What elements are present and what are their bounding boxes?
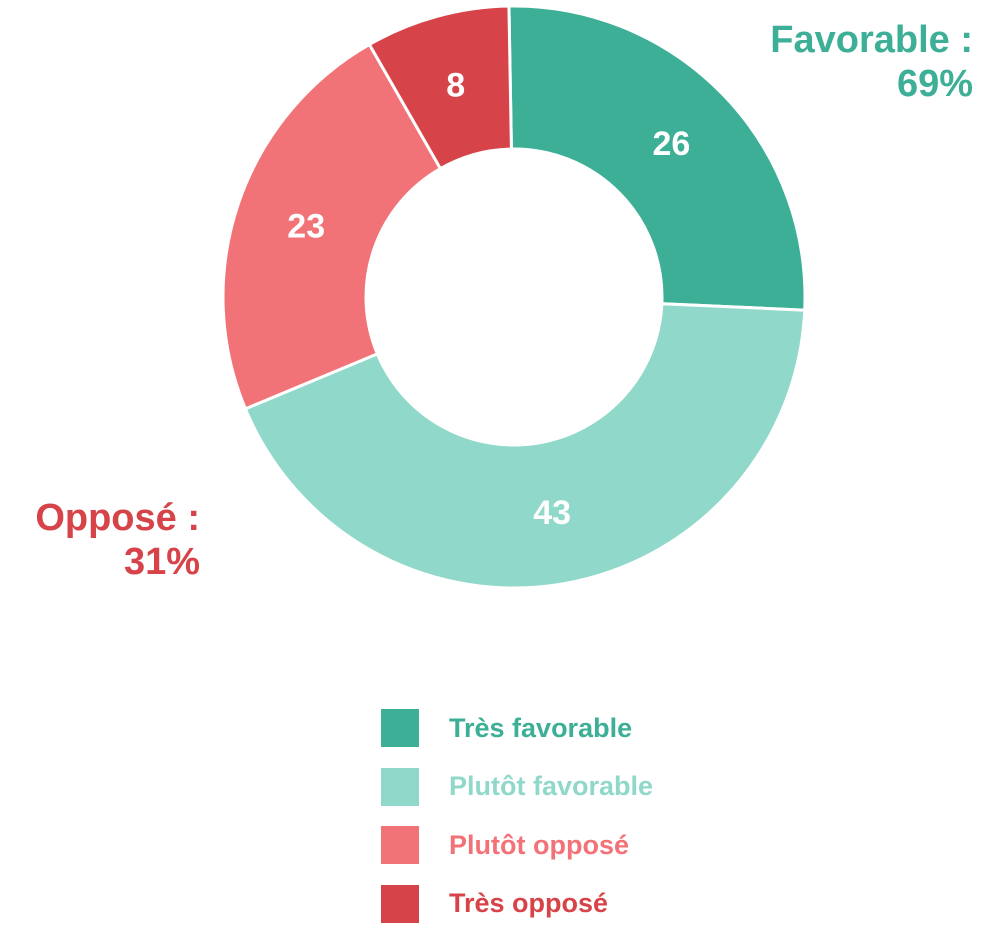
donut-slices (223, 6, 805, 588)
legend-swatch (381, 826, 419, 864)
legend-item-tres-oppose: Très opposé (381, 875, 653, 933)
slice-value-label: 43 (533, 494, 571, 532)
group-oppose-value: 31% (0, 540, 200, 584)
legend-swatch (381, 709, 419, 747)
group-favorable-title: Favorable : (770, 18, 973, 62)
legend-label: Plutôt opposé (449, 830, 629, 861)
group-oppose-title: Opposé : (0, 496, 200, 540)
legend-item-plutot-favorable: Plutôt favorable (381, 758, 653, 817)
legend-item-plutot-oppose: Plutôt opposé (381, 816, 653, 875)
legend-item-tres-favorable: Très favorable (381, 699, 653, 758)
legend-label: Très favorable (449, 713, 632, 744)
legend-label: Très opposé (449, 888, 608, 919)
legend-swatch (381, 768, 419, 806)
slice-value-label: 26 (652, 125, 690, 163)
legend-label: Plutôt favorable (449, 771, 653, 802)
group-label-oppose: Opposé : 31% (0, 496, 200, 584)
slice-value-label: 8 (446, 66, 465, 104)
group-favorable-value: 69% (770, 62, 973, 106)
chart-legend: Très favorable Plutôt favorable Plutôt o… (381, 699, 653, 933)
slice-value-label: 23 (287, 207, 325, 245)
group-label-favorable: Favorable : 69% (770, 18, 973, 106)
legend-swatch (381, 885, 419, 923)
